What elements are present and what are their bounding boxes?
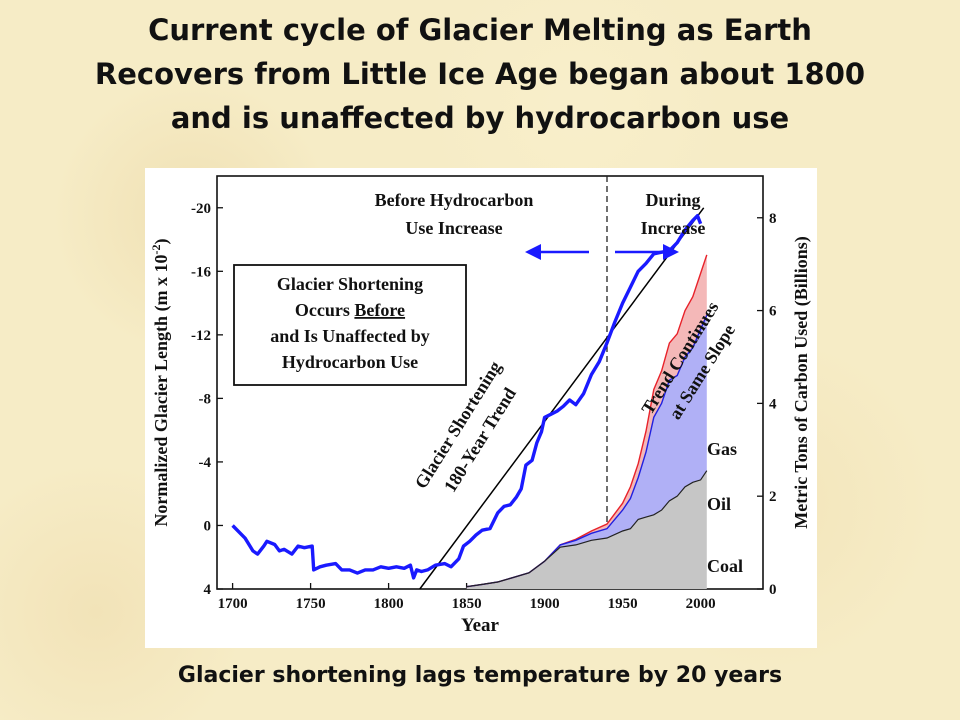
y-right-tick-label: 0 xyxy=(769,582,777,598)
during-label-line-1: During xyxy=(645,190,700,210)
before-label-line-1: Before Hydrocarbon xyxy=(375,190,534,210)
y-left-tick-label: -12 xyxy=(191,328,211,344)
title-line-3: and is unaffected by hydrocarbon use xyxy=(170,101,790,135)
y-right-tick-label: 6 xyxy=(769,304,777,320)
y-left-axis-title: Normalized Glacier Length (m x 10-2) xyxy=(149,238,172,526)
y-right-axis-title: Metric Tons of Carbon Used (Billions) xyxy=(791,236,812,529)
y-left-tick-label: -8 xyxy=(199,391,212,407)
note-line-3: and Is Unaffected by xyxy=(270,326,430,346)
coal-label: Coal xyxy=(707,556,743,576)
oil-label: Oil xyxy=(707,494,731,514)
during-label-line-2: Increase xyxy=(641,218,706,238)
carbon-area-layer xyxy=(466,254,708,589)
x-tick-label: 1900 xyxy=(530,596,560,612)
chart-panel: 1700 1750 1800 1850 1900 1950 2000 4 0 -4 -8 -12 -16… xyxy=(145,168,817,648)
x-tick-label: 1750 xyxy=(296,596,326,612)
gas-label: Gas xyxy=(707,439,737,459)
y-left-tick-label: 0 xyxy=(204,518,212,534)
glacier-line-layer xyxy=(231,207,705,590)
before-arrow-head xyxy=(525,244,541,260)
y-left-tick-label: 4 xyxy=(204,582,212,598)
x-tick-label: 2000 xyxy=(686,596,716,612)
coal-area xyxy=(466,470,707,589)
y-right-tick-label: 8 xyxy=(769,211,777,227)
note-line-4: Hydrocarbon Use xyxy=(282,352,418,372)
y-left-tick-label: -20 xyxy=(191,201,211,217)
before-label-line-2: Use Increase xyxy=(405,218,502,238)
glacier-length-line xyxy=(231,214,703,580)
x-tick-label: 1800 xyxy=(374,596,404,612)
y-left-tick-label: -4 xyxy=(199,455,212,471)
trend-line xyxy=(419,207,705,590)
slide-title: Current cycle of Glacier Melting as Eart… xyxy=(40,8,920,140)
chart-axes: 1700 1750 1800 1850 1900 1950 2000 4 0 -4 -8 -12 -16… xyxy=(149,175,812,636)
y-right-tick-label: 4 xyxy=(769,396,777,412)
x-axis-title: Year xyxy=(461,615,500,636)
x-tick-label: 1950 xyxy=(608,596,638,612)
y-right-tick-label: 2 xyxy=(769,489,777,505)
slide-caption: Glacier shortening lags temperature by 2… xyxy=(177,663,783,688)
title-line-2: Recovers from Little Ice Age began about… xyxy=(94,57,866,91)
note-line-1: Glacier Shortening xyxy=(277,274,423,294)
note-box xyxy=(233,264,467,386)
y-left-tick-label: -16 xyxy=(191,264,211,280)
title-line-1: Current cycle of Glacier Melting as Eart… xyxy=(148,13,812,47)
coal-line xyxy=(466,470,708,588)
note-line-2: Occurs Before xyxy=(295,300,405,320)
oil-area xyxy=(466,315,707,587)
x-tick-label: 1700 xyxy=(218,596,248,612)
during-arrow-head xyxy=(663,244,679,260)
x-tick-label: 1850 xyxy=(452,596,482,612)
glacier-carbon-chart: 1700 1750 1800 1850 1900 1950 2000 4 0 -4 -8 -12 -16… xyxy=(149,175,812,636)
